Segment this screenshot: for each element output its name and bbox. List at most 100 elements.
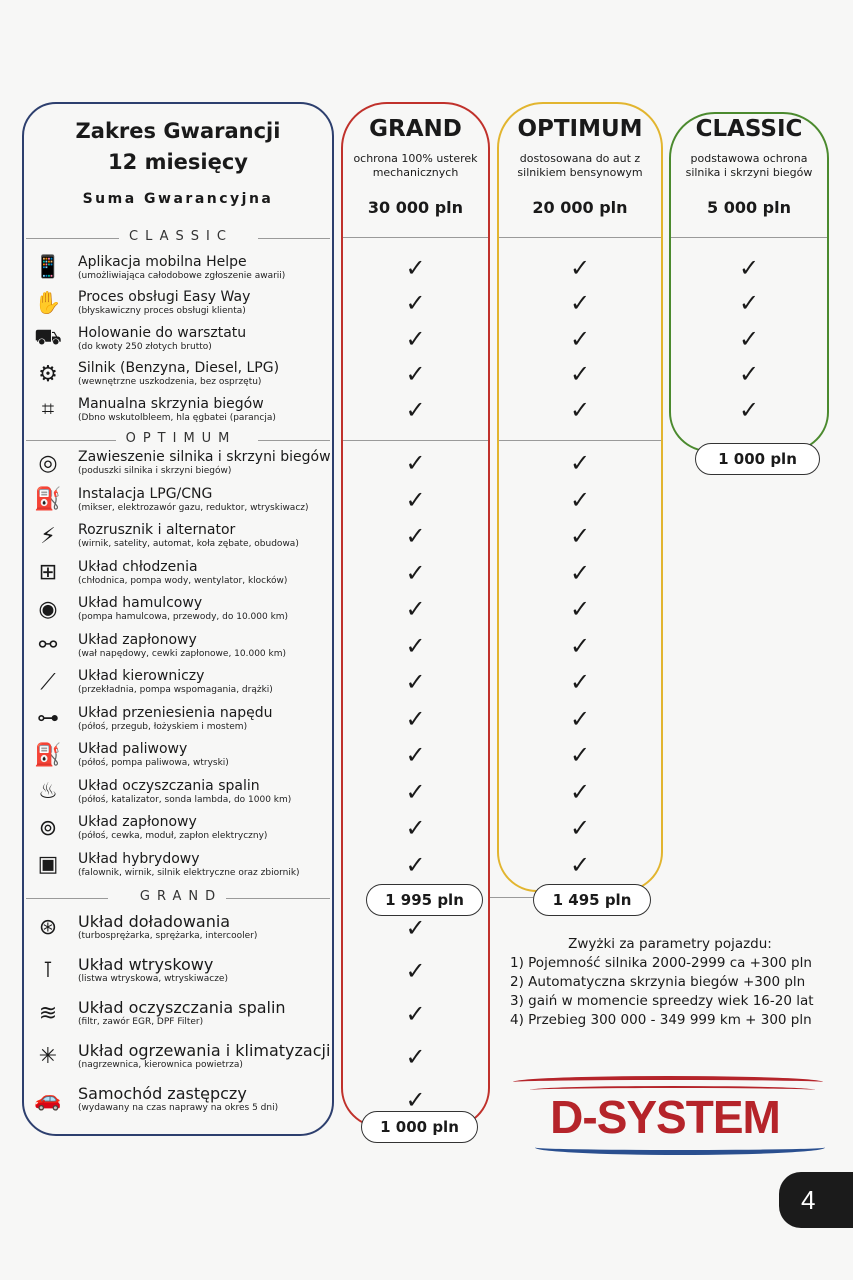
coverage-item-details: (listwa wtryskowa, wtryskiwacze) <box>78 973 228 984</box>
check-icon: ✓ <box>569 324 591 353</box>
section-divider <box>26 440 118 441</box>
page-title: Zakres Gwarancji <box>75 119 281 143</box>
plan-name-grand: GRAND <box>369 116 462 142</box>
car-icon: 🚗 <box>34 1087 62 1112</box>
check-icon: ✓ <box>405 558 426 587</box>
check-icon: ✓ <box>738 395 760 424</box>
tow-truck-icon: ⛟ <box>34 324 62 350</box>
check-icon: ✓ <box>405 324 426 353</box>
surcharges-block: Zwyżki za parametry pojazdu: 1) Pojemnoś… <box>500 935 840 1030</box>
check-icon: ✓ <box>405 253 426 282</box>
surcharge-item: 4) Przebieg 300 000 - 349 999 km + 300 p… <box>510 1012 812 1028</box>
coverage-item: ⚙ Silnik (Benzyna, Diesel, LPG) (wewnętrzn… <box>30 357 330 393</box>
check-icon: ✓ <box>738 360 760 389</box>
check-icon: ✓ <box>569 814 591 843</box>
radiator-icon: ⊞ <box>38 560 58 586</box>
check-icon: ✓ <box>569 395 591 424</box>
check-icon: ✓ <box>405 999 426 1028</box>
coverage-item-title: Układ zapłonowy <box>78 814 197 831</box>
coverage-item-details: (błyskawiczny proces obsługi klienta) <box>78 306 246 317</box>
check-icon: ✓ <box>405 595 426 624</box>
check-icon: ✓ <box>738 324 760 353</box>
turbo-icon: ⊛ <box>38 915 58 940</box>
logo-blue-swoosh <box>535 1140 825 1155</box>
coverage-item: ⟋ Układ kierowniczy (przekładnia, pompa ws… <box>30 664 330 701</box>
coverage-item: ⛽ Instalacja LPG/CNG (mikser, elektrozawór… <box>30 482 330 519</box>
check-icon: ✓ <box>569 522 591 551</box>
check-icon: ✓ <box>569 595 591 624</box>
lpg-icon: ⛽ <box>34 487 62 513</box>
check-icon: ✓ <box>405 668 426 697</box>
coverage-item-title: Układ hybrydowy <box>78 850 200 867</box>
section-divider <box>26 898 108 899</box>
coverage-item-title: Rozrusznik i alternator <box>78 522 236 539</box>
coverage-item-details: (umożliwiająca całodobowe zgłoszenie awa… <box>78 270 286 281</box>
divider <box>343 440 488 441</box>
check-icon: ✓ <box>405 485 426 514</box>
check-icon: ✓ <box>569 741 591 770</box>
filter-icon: ≋ <box>38 1001 58 1026</box>
plan-sum-classic: 5 000 pln <box>707 198 791 217</box>
logo-red-swoosh <box>530 1086 815 1094</box>
check-icon: ✓ <box>405 360 426 389</box>
plan-desc-optimum: dostosowana do aut z silnikiem bensynowy… <box>517 152 643 179</box>
easy-hand-icon: ✋ <box>34 290 62 316</box>
coverage-item: ⛽ Układ paliwowy (półoś, pompa paliwowa, w… <box>30 737 330 774</box>
check-icon: ✓ <box>405 956 426 985</box>
engine-icon: ⚙ <box>38 361 58 387</box>
coverage-item-details: (filtr, zawór EGR, DPF Filter) <box>78 1016 204 1027</box>
plan-name-classic: CLASSIC <box>695 116 803 142</box>
price-grand: 1 995 pln <box>366 884 483 916</box>
coverage-item: ⊶ Układ przeniesienia napędu (półoś, przeg… <box>30 701 330 738</box>
check-icon: ✓ <box>569 360 591 389</box>
coverage-item: ⊚ Układ zapłonowy (półoś, cewka, moduł, za… <box>30 810 330 847</box>
ignition-coil-icon: ⊚ <box>38 815 58 841</box>
coverage-item-details: (mikser, elektrozawór gazu, reduktor, wt… <box>78 502 309 513</box>
price-optimum: 1 495 pln <box>533 884 651 916</box>
check-icon: ✓ <box>405 1042 426 1071</box>
coverage-item-title: Układ ogrzewania i klimatyzacji <box>78 1040 331 1060</box>
coverage-item: 📱 Aplikacja mobilna Helpe (umożliwiająca c… <box>30 250 330 286</box>
page-number: 4 <box>779 1172 853 1228</box>
coverage-item-title: Układ doładowania <box>78 911 231 931</box>
section-divider <box>215 898 330 899</box>
plan-desc-grand: ochrona 100% usterek mechanicznych <box>353 152 478 179</box>
check-icon: ✓ <box>569 558 591 587</box>
coverage-item-details: (półoś, przegub, łożyskiem i mostem) <box>78 721 248 732</box>
coverage-item-title: Układ oczyszczania spalin <box>78 997 286 1017</box>
coverage-list-grand: ⊛ Układ doładowania (turbosprężarka, spręż… <box>30 906 330 1121</box>
coverage-item-title: Holowanie do warsztatu <box>78 324 247 341</box>
coverage-item: ⚯ Układ zapłonowy (wał napędowy, cewki zap… <box>30 628 330 665</box>
coverage-item-details: (turbosprężarka, sprężarka, intercooler) <box>78 930 258 941</box>
checks-classic: ✓ ✓ ✓ ✓ ✓ <box>669 250 829 428</box>
exhaust-icon: ♨ <box>38 779 58 805</box>
check-icon: ✓ <box>405 631 426 660</box>
coverage-item-title: Układ chłodzenia <box>78 558 198 575</box>
check-icon: ✓ <box>738 253 760 282</box>
coverage-item-title: Silnik (Benzyna, Diesel, LPG) <box>78 360 280 377</box>
check-icon: ✓ <box>569 850 591 879</box>
surcharge-item: 1) Pojemność silnika 2000-2999 ca +300 p… <box>510 955 812 971</box>
check-icon: ✓ <box>405 395 426 424</box>
section-label-classic: CLASSIC <box>24 229 332 244</box>
coverage-item-title: Układ zapłonowy <box>78 631 197 648</box>
hybrid-battery-icon: ▣ <box>37 852 59 878</box>
check-icon: ✓ <box>569 289 591 318</box>
coverage-item: ⊞ Układ chłodzenia (chłodnica, pompa wody,… <box>30 555 330 592</box>
divider <box>499 237 661 238</box>
coverage-item: ▣ Układ hybrydowy (falownik, wirnik, silni… <box>30 847 330 884</box>
check-icon: ✓ <box>569 704 591 733</box>
surcharge-item: 2) Automatyczna skrzynia biegów +300 pln <box>510 974 806 990</box>
coverage-item: ⌗ Manualna skrzynia biegów (Dbno wskutolbl… <box>30 392 330 428</box>
surcharges-title: Zwyżki za parametry pojazdu: <box>568 936 772 952</box>
surcharge-item: 3) gaiń w momencie spreedzy wiek 16-20 l… <box>510 993 814 1009</box>
coverage-item-details: (przekładnia, pompa wspomagania, drążki) <box>78 685 273 696</box>
plan-sum-grand: 30 000 pln <box>367 198 464 217</box>
brake-disc-icon: ◉ <box>38 596 58 622</box>
checks-grand: ✓ ✓ ✓ ✓ ✓ <box>341 906 490 1121</box>
check-icon: ✓ <box>569 777 591 806</box>
section-label-text: GRAND <box>129 889 227 904</box>
coverage-item-details: (chłodnica, pompa wody, wentylator, kloc… <box>78 575 288 586</box>
check-icon: ✓ <box>405 777 426 806</box>
coverage-list-optimum: ◎ Zawieszenie silnika i skrzyni biegów (po… <box>30 445 330 883</box>
